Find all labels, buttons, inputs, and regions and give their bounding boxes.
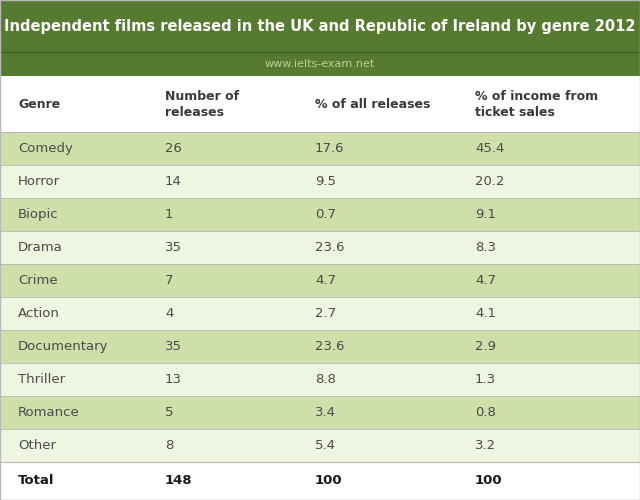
Text: 4.1: 4.1	[475, 307, 496, 320]
Text: Independent films released in the UK and Republic of Ireland by genre 2012: Independent films released in the UK and…	[4, 18, 636, 34]
Text: 26: 26	[165, 142, 182, 155]
Text: 35: 35	[165, 340, 182, 353]
Text: 5: 5	[165, 406, 173, 419]
Text: % of all releases: % of all releases	[315, 98, 430, 110]
Bar	[0, 0, 640, 52]
Bar	[0, 396, 640, 429]
Text: Genre: Genre	[18, 98, 60, 110]
Text: 1.3: 1.3	[475, 373, 496, 386]
Text: 2.7: 2.7	[315, 307, 336, 320]
Text: 8.8: 8.8	[315, 373, 336, 386]
Bar	[0, 198, 640, 231]
Text: 4.7: 4.7	[475, 274, 496, 287]
Text: 8: 8	[165, 439, 173, 452]
Text: 4: 4	[165, 307, 173, 320]
Bar	[0, 297, 640, 330]
Text: 7: 7	[165, 274, 173, 287]
Text: Drama: Drama	[18, 241, 63, 254]
Text: 20.2: 20.2	[475, 175, 504, 188]
Text: 148: 148	[165, 474, 193, 488]
Bar	[0, 76, 640, 132]
Bar	[0, 231, 640, 264]
Bar	[0, 52, 640, 76]
Text: Romance: Romance	[18, 406, 80, 419]
Text: 9.1: 9.1	[475, 208, 496, 221]
Bar	[0, 165, 640, 198]
Text: Number of
releases: Number of releases	[165, 90, 239, 118]
Bar	[0, 132, 640, 165]
Bar	[0, 330, 640, 363]
Text: www.ielts-exam.net: www.ielts-exam.net	[265, 59, 375, 69]
Text: Thriller: Thriller	[18, 373, 65, 386]
Text: 14: 14	[165, 175, 182, 188]
Bar	[0, 462, 640, 500]
Bar	[0, 264, 640, 297]
Text: 100: 100	[315, 474, 342, 488]
Text: 9.5: 9.5	[315, 175, 336, 188]
Text: 0.7: 0.7	[315, 208, 336, 221]
Text: 5.4: 5.4	[315, 439, 336, 452]
Bar	[0, 429, 640, 462]
Text: 23.6: 23.6	[315, 241, 344, 254]
Text: 2.9: 2.9	[475, 340, 496, 353]
Text: Biopic: Biopic	[18, 208, 59, 221]
Text: Comedy: Comedy	[18, 142, 73, 155]
Text: Documentary: Documentary	[18, 340, 109, 353]
Text: 4.7: 4.7	[315, 274, 336, 287]
Text: Crime: Crime	[18, 274, 58, 287]
Text: % of income from
ticket sales: % of income from ticket sales	[475, 90, 598, 118]
Text: 17.6: 17.6	[315, 142, 344, 155]
Text: 3.2: 3.2	[475, 439, 496, 452]
Text: 45.4: 45.4	[475, 142, 504, 155]
Text: Total: Total	[18, 474, 54, 488]
Text: 1: 1	[165, 208, 173, 221]
Text: 8.3: 8.3	[475, 241, 496, 254]
Text: 100: 100	[475, 474, 502, 488]
Text: Action: Action	[18, 307, 60, 320]
Text: Horror: Horror	[18, 175, 60, 188]
Bar	[0, 363, 640, 396]
Text: Other: Other	[18, 439, 56, 452]
Text: 0.8: 0.8	[475, 406, 496, 419]
Text: 3.4: 3.4	[315, 406, 336, 419]
Text: 35: 35	[165, 241, 182, 254]
Text: 13: 13	[165, 373, 182, 386]
Text: 23.6: 23.6	[315, 340, 344, 353]
